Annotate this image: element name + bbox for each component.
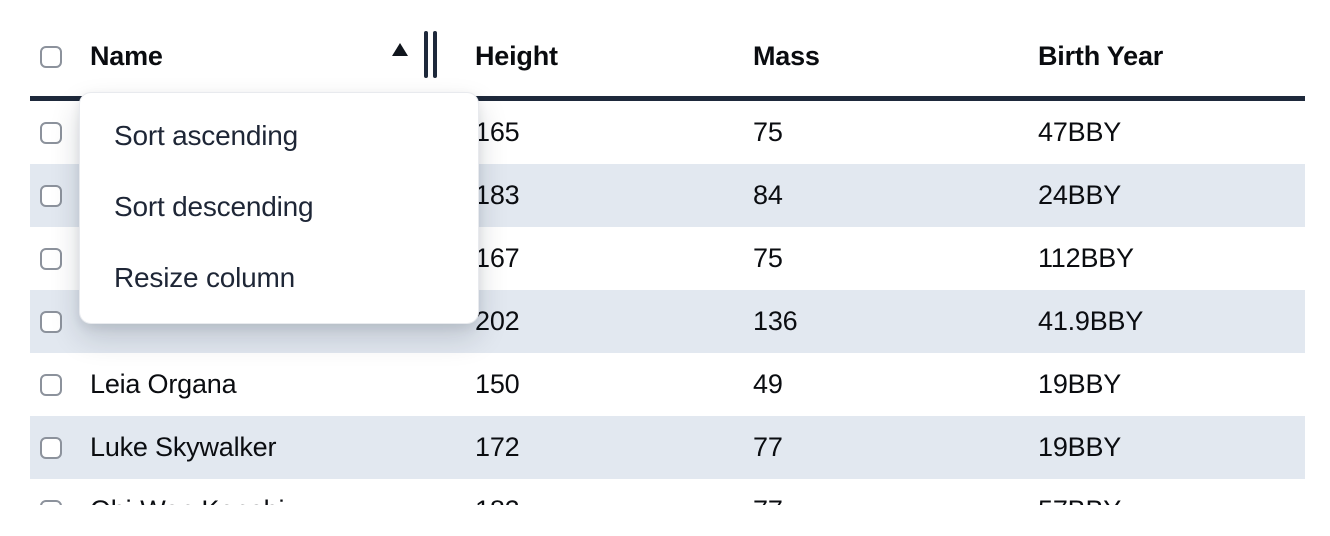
row-checkbox-cell [30,164,90,227]
table-row: Leia Organa 150 49 19BBY [30,353,1305,416]
cell-name: Obi-Wan Kenobi [90,495,475,505]
row-checkbox[interactable] [40,247,62,270]
cell-height: 182 [475,495,753,505]
row-checkbox-cell [30,290,90,353]
cell-height: 167 [475,243,520,273]
menu-item-resize-column[interactable]: Resize column [114,261,296,293]
cell-birth-year: 41.9BBY [1038,306,1144,336]
column-header-mass[interactable]: Mass [753,17,1038,96]
menu-item-sort-ascending[interactable]: Sort ascending [114,119,298,151]
row-checkbox[interactable] [40,121,62,144]
column-context-menu: Sort ascending Sort descending Resize co… [79,92,479,324]
cell-mass: 75 [753,117,783,147]
sort-ascending-icon [392,43,408,56]
column-header-height[interactable]: Height [475,17,753,96]
select-all-checkbox[interactable] [40,45,62,68]
cell-height: 165 [475,117,520,147]
column-header-name[interactable]: Name [90,17,475,96]
cell-name: Luke Skywalker [90,432,277,462]
cell-mass: 49 [753,369,783,399]
cell-birth-year: 47BBY [1038,117,1122,147]
cell-mass: 77 [753,432,783,462]
column-header-birth-year-label: Birth Year [1038,41,1164,71]
row-checkbox[interactable] [40,184,62,207]
cell-mass: 75 [753,243,783,273]
cell-height: 202 [475,306,520,336]
cell-birth-year: 24BBY [1038,180,1122,210]
table-row: 167 75 112BBY [30,227,1305,290]
row-checkbox-cell [30,101,90,164]
row-checkbox[interactable] [40,499,62,505]
cell-mass: 77 [753,495,1038,505]
column-header-mass-label: Mass [753,41,820,71]
table-row: Luke Skywalker 172 77 19BBY [30,416,1305,479]
cell-birth-year: 57BBY [1038,495,1305,505]
cell-name: Leia Organa [90,369,237,399]
row-checkbox-cell [30,416,90,479]
cell-height: 183 [475,180,520,210]
select-all-cell [30,17,90,96]
cell-birth-year: 19BBY [1038,432,1122,462]
cell-birth-year: 112BBY [1038,243,1134,273]
table-header-row: Name Height Mass Birth Year [30,0,1305,101]
table-row: Obi-Wan Kenobi 182 77 57BBY [30,479,1305,505]
table-viewport: Name Height Mass Birth Year 165 75 47BBY [30,0,1305,505]
row-checkbox-cell [30,353,90,416]
cell-mass: 136 [753,306,798,336]
cell-height: 150 [475,369,520,399]
cell-birth-year: 19BBY [1038,369,1122,399]
row-checkbox-cell [30,479,90,505]
row-checkbox-cell [30,227,90,290]
menu-item-sort-descending[interactable]: Sort descending [114,190,314,222]
cell-height: 172 [475,432,520,462]
row-checkbox[interactable] [40,310,62,333]
row-checkbox[interactable] [40,373,62,396]
column-header-name-label: Name [90,41,163,71]
column-resize-handle-icon[interactable] [424,31,437,78]
table-row: 165 75 47BBY [30,101,1305,164]
column-header-height-label: Height [475,41,558,71]
row-checkbox[interactable] [40,436,62,459]
column-header-birth-year[interactable]: Birth Year [1038,17,1305,96]
cell-mass: 84 [753,180,783,210]
